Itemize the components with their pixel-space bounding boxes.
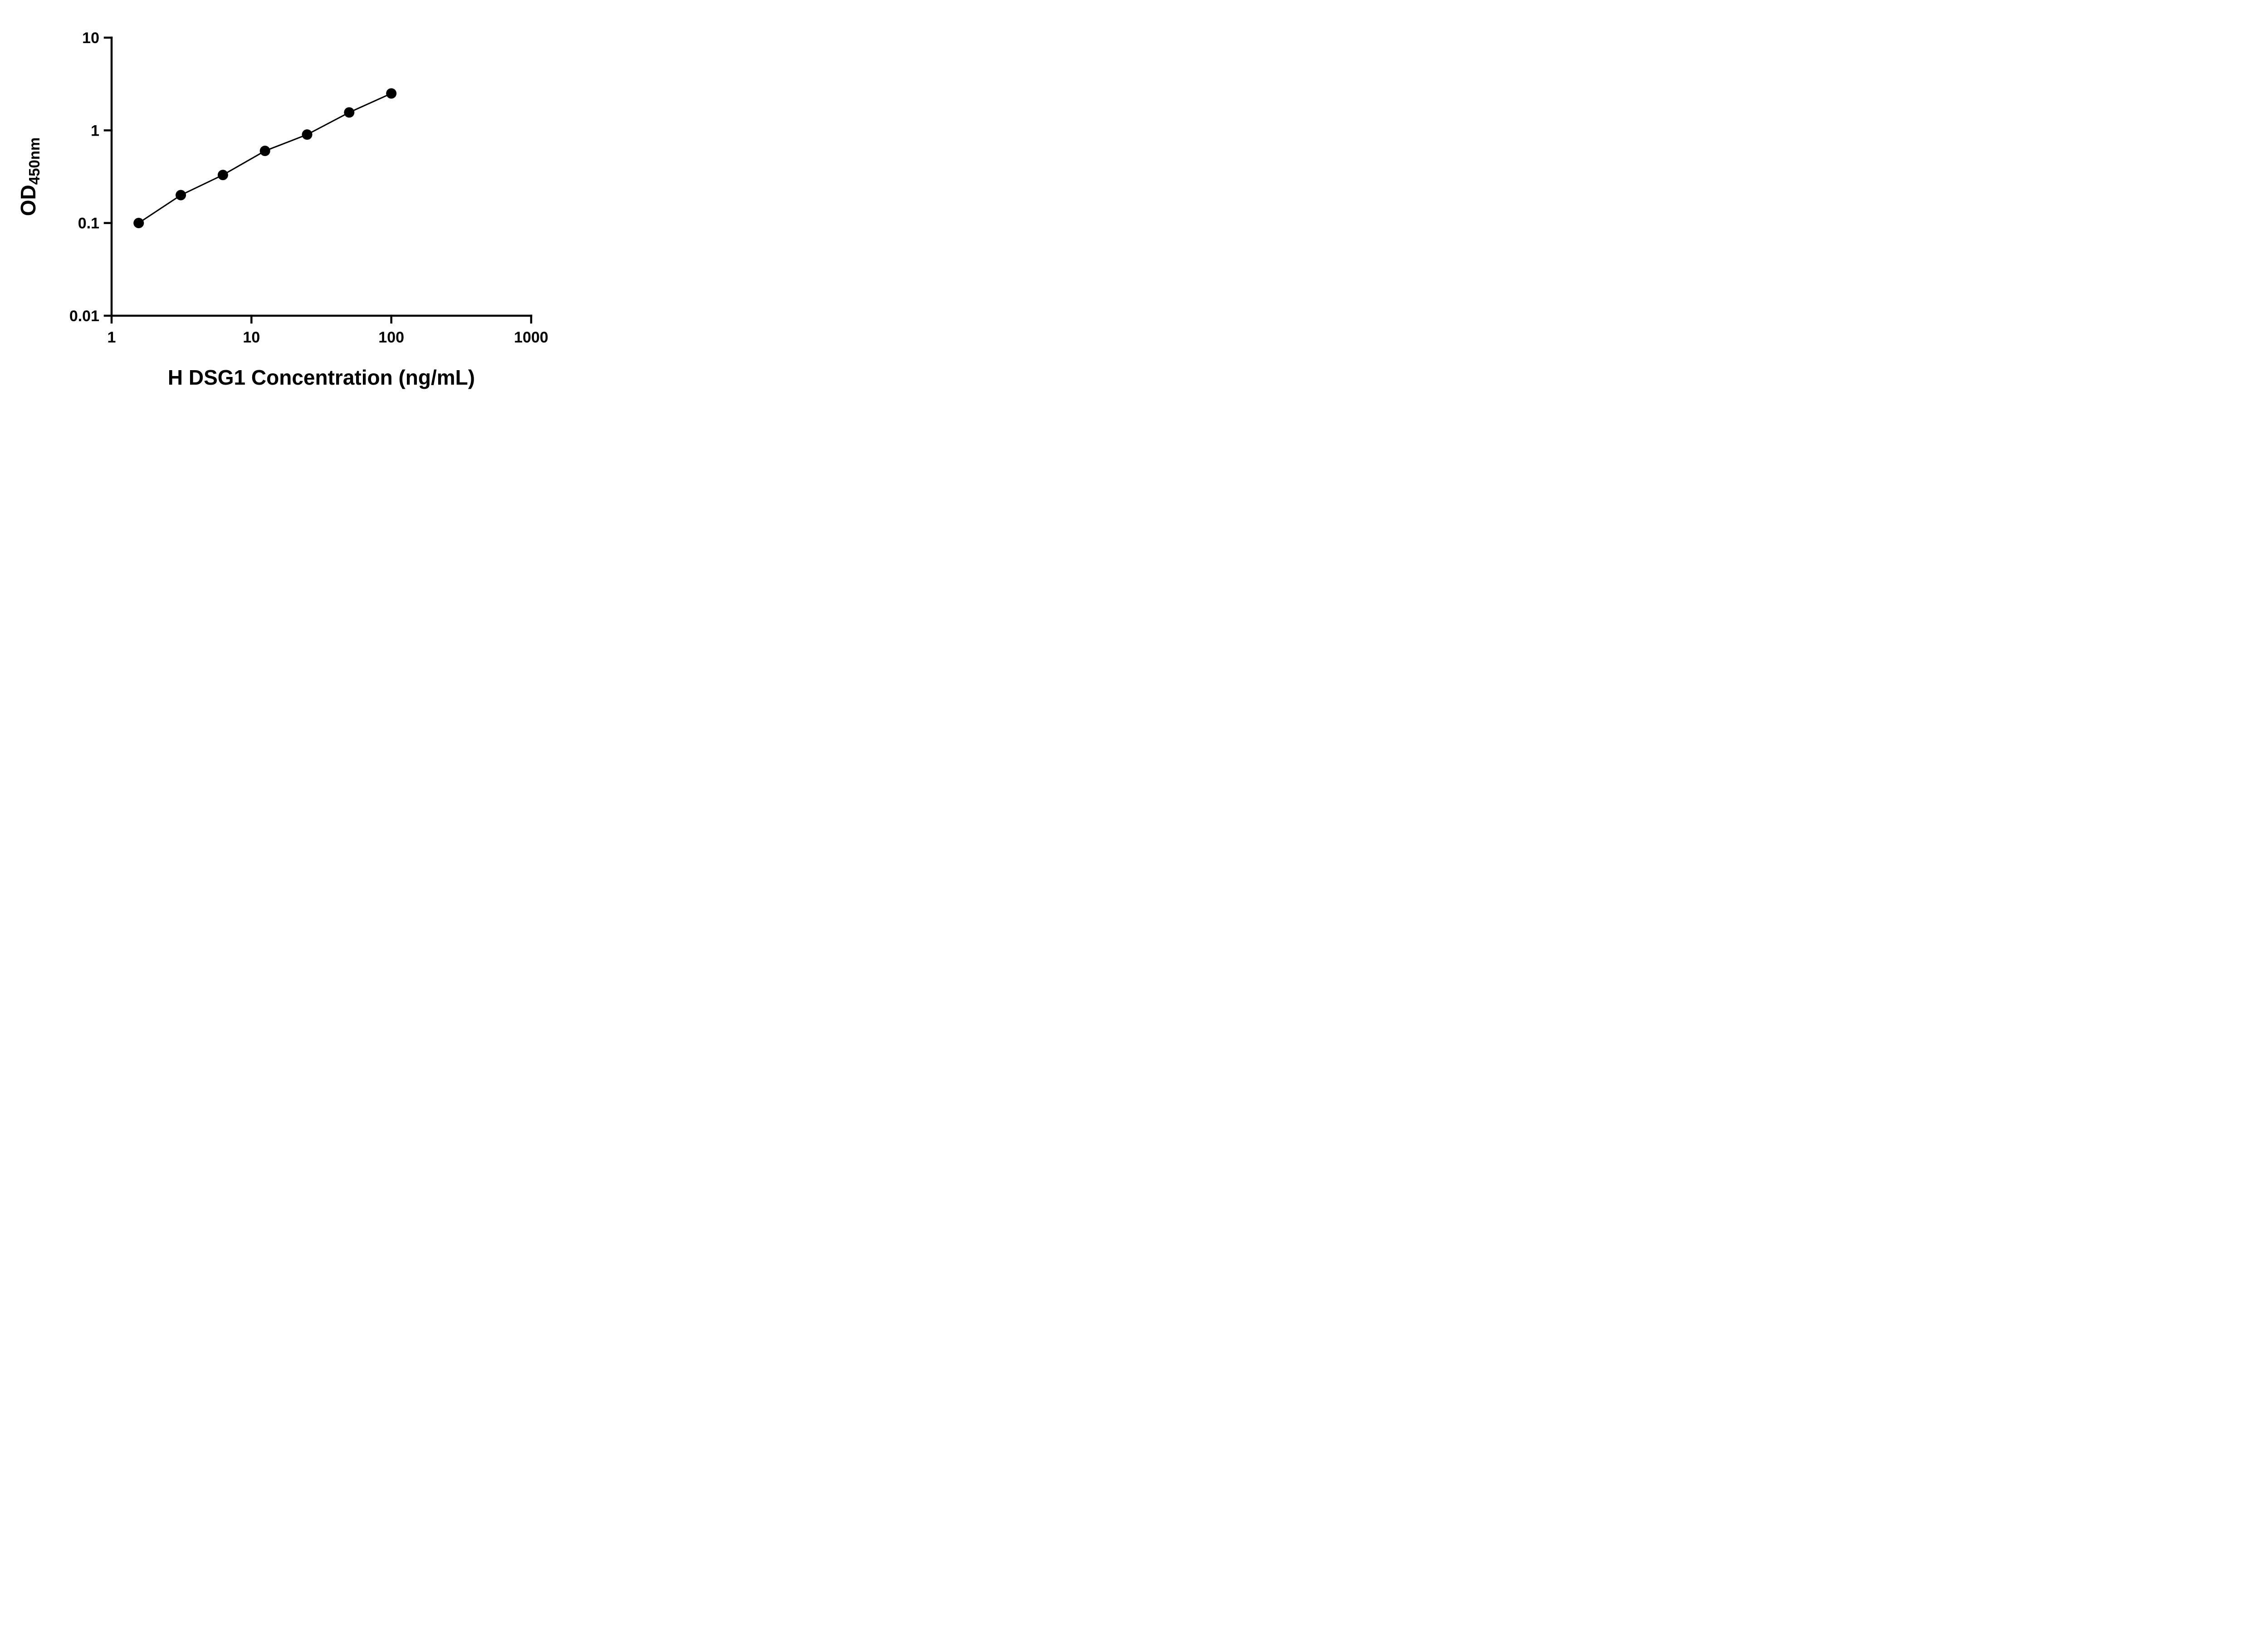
data-point bbox=[133, 218, 144, 229]
y-axis-tick-label: 0.1 bbox=[78, 215, 99, 232]
x-axis-title: H DSG1 Concentration (ng/mL) bbox=[168, 366, 475, 389]
x-axis-tick-label: 1 bbox=[108, 329, 116, 346]
elisa-standard-curve-chart: 1 10 100 1000 0.01 0.1 1 10 H DSG1 Concentration… bbox=[16, 29, 548, 389]
figure: 1 10 100 1000 0.01 0.1 1 10 H DSG1 Concentration… bbox=[0, 0, 583, 408]
x-axis-tick-label: 100 bbox=[378, 329, 404, 346]
data-point bbox=[302, 129, 313, 140]
y-axis-title-main: OD bbox=[16, 185, 40, 216]
data-point bbox=[344, 107, 355, 118]
x-axis-tick-label: 10 bbox=[243, 329, 260, 346]
y-axis-title-subscript: 450nm bbox=[26, 137, 43, 185]
data-point bbox=[386, 88, 397, 99]
y-axis-tick-label: 10 bbox=[82, 29, 99, 47]
data-point bbox=[176, 190, 186, 200]
y-axis-tick-label: 1 bbox=[91, 122, 99, 139]
data-point bbox=[217, 170, 228, 181]
y-axis-title: OD450nm bbox=[16, 137, 43, 216]
x-axis-tick-label: 1000 bbox=[514, 329, 548, 346]
data-point bbox=[259, 146, 270, 156]
y-axis-tick-label: 0.01 bbox=[69, 308, 99, 325]
